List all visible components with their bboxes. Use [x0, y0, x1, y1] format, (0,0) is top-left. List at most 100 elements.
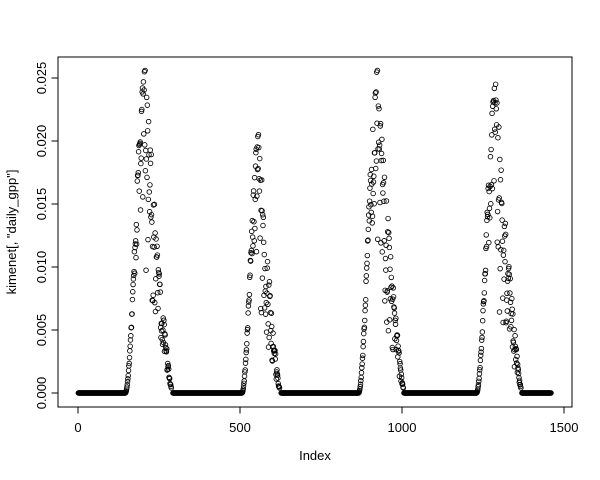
data-point [129, 296, 136, 303]
data-point [147, 182, 153, 188]
data-point [129, 311, 135, 317]
data-point [488, 182, 495, 188]
data-point [479, 329, 486, 335]
data-point [483, 243, 490, 250]
data-point [380, 179, 387, 186]
x-tick-label: 1500 [550, 420, 579, 435]
data-point [243, 349, 249, 356]
data-point [377, 120, 384, 127]
data-point [274, 367, 280, 373]
data-point [266, 279, 273, 285]
data-point [272, 356, 279, 362]
data-point [481, 277, 488, 284]
data-point [134, 227, 140, 233]
y-tick-label: 0.000 [34, 377, 49, 410]
data-point [364, 252, 371, 259]
data-point [374, 120, 380, 126]
data-point [124, 384, 130, 390]
y-tick-label: 0.025 [34, 62, 49, 95]
data-point [363, 265, 370, 271]
data-point [387, 254, 394, 260]
data-point [379, 136, 385, 143]
data-point [506, 263, 512, 270]
y-tick-label: 0.015 [34, 188, 49, 221]
data-point [398, 371, 405, 377]
data-point [374, 67, 381, 74]
data-point [358, 374, 364, 381]
data-point [124, 378, 131, 385]
data-point [244, 330, 250, 336]
data-point [130, 281, 136, 288]
data-point [145, 118, 152, 125]
data-point [246, 297, 252, 303]
data-point [259, 208, 265, 214]
data-point [499, 217, 505, 223]
data-point [494, 100, 500, 106]
data-point [251, 238, 257, 244]
data-point [148, 214, 154, 220]
data-point [497, 265, 503, 272]
data-point [137, 139, 143, 145]
data-point [259, 275, 266, 281]
data-point [492, 100, 498, 106]
data-point [167, 381, 174, 388]
data-point [508, 317, 515, 324]
data-point [476, 375, 482, 382]
data-point [242, 367, 248, 373]
data-point [487, 153, 494, 160]
data-point [139, 106, 145, 113]
data-point [369, 213, 376, 219]
data-point [376, 105, 382, 112]
data-point [359, 355, 366, 361]
data-point [477, 357, 484, 364]
data-point [382, 298, 388, 304]
data-point [361, 330, 367, 337]
data-point [398, 374, 405, 381]
data-point [250, 192, 257, 198]
data-point [390, 346, 396, 353]
data-point [492, 129, 499, 135]
data-point [253, 149, 259, 156]
data-point [155, 305, 161, 312]
data-point [265, 321, 271, 327]
data-point [125, 372, 131, 379]
data-point [125, 367, 132, 374]
data-point [478, 352, 484, 359]
data-point [376, 142, 383, 148]
data-point [263, 283, 269, 290]
data-point [394, 332, 401, 339]
data-point [397, 358, 403, 365]
data-point [264, 265, 270, 271]
plot-box [57, 56, 573, 408]
data-point [475, 384, 481, 390]
data-point [485, 182, 492, 188]
data-point [263, 299, 269, 306]
data-point [242, 360, 249, 366]
data-point [161, 321, 167, 328]
data-point [151, 244, 157, 250]
data-point [509, 306, 515, 312]
data-point [386, 244, 393, 251]
data-point [268, 310, 275, 316]
data-point [256, 188, 263, 194]
data-point [360, 338, 367, 345]
data-point [240, 386, 246, 392]
data-point [359, 361, 365, 367]
data-point [245, 325, 251, 331]
data-point [496, 309, 503, 315]
data-point [508, 324, 514, 330]
data-point [392, 321, 399, 328]
y-tick-label: 0.010 [34, 251, 49, 284]
y-axis-label: kimenet[, "daily_gpp"] [4, 170, 19, 295]
data-point [152, 230, 158, 236]
data-point [254, 166, 261, 173]
data-point [384, 288, 391, 294]
data-point [375, 139, 382, 145]
data-point [499, 238, 506, 244]
data-point [247, 272, 253, 278]
data-point [511, 326, 517, 333]
x-axis-ticks: 0 500 1000 1500 [74, 407, 578, 435]
data-point [142, 168, 149, 174]
data-point [142, 142, 148, 148]
data-point [396, 350, 402, 356]
